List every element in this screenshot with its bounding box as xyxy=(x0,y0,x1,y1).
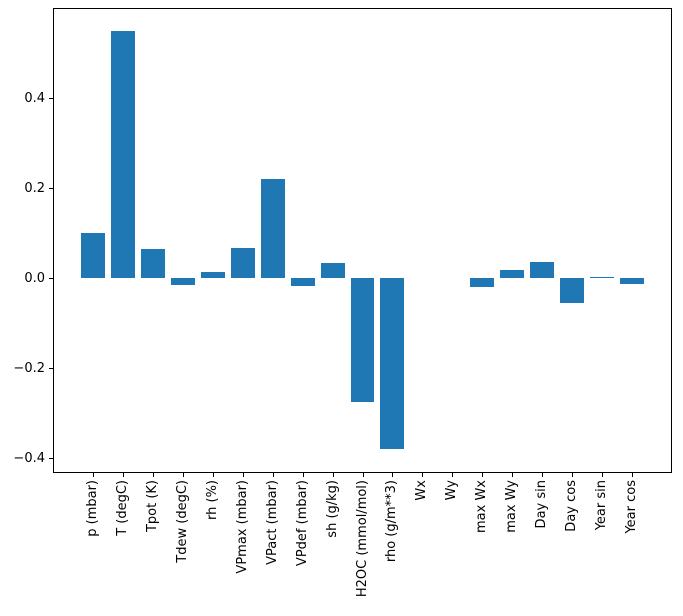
x-tick-mark xyxy=(123,473,125,477)
x-tick-label-vpdef-mbar: VPdef (mbar) xyxy=(294,480,310,567)
x-tick-mark xyxy=(152,473,154,477)
bar-max-wx xyxy=(470,278,495,287)
bar-vpdef-mbar xyxy=(290,278,315,287)
x-tick-mark xyxy=(182,473,184,477)
bar-day-cos xyxy=(560,278,584,303)
y-tick-mark xyxy=(49,278,53,280)
y-tick-label: 0.4 xyxy=(24,90,45,106)
x-tick-label-day-sin: Day sin xyxy=(534,480,550,529)
bar-year-cos xyxy=(619,278,644,285)
bar-rh xyxy=(200,271,225,279)
x-tick-mark xyxy=(392,473,394,477)
y-tick-label: −0.2 xyxy=(13,360,45,376)
bar-vpact-mbar xyxy=(260,179,285,279)
x-tick-mark xyxy=(631,473,633,477)
x-tick-label-wy: Wy xyxy=(444,480,460,501)
bar-h2oc-mmol-mol xyxy=(350,278,375,402)
x-tick-mark xyxy=(572,473,574,477)
x-tick-label-sh-g-kg: sh (g/kg) xyxy=(324,480,340,538)
x-tick-mark xyxy=(422,473,424,477)
bar-vpmax-mbar xyxy=(230,247,255,279)
x-tick-label-h2oc-mmol-mol: H2OC (mmol/mol) xyxy=(354,480,370,598)
y-tick-label: −0.4 xyxy=(13,450,45,466)
bar-sh-g-kg xyxy=(320,262,345,279)
x-tick-label-p-mbar: p (mbar) xyxy=(85,480,101,537)
bar-tpot-k xyxy=(141,249,165,279)
x-tick-label-day-cos: Day cos xyxy=(564,480,580,532)
y-tick-mark xyxy=(49,98,53,100)
x-tick-label-vpmax-mbar: VPmax (mbar) xyxy=(234,480,250,574)
y-tick-label: 0.0 xyxy=(24,270,45,286)
y-tick-mark xyxy=(49,368,53,370)
x-tick-label-rho-g-m-3: rho (g/m**3) xyxy=(384,480,400,563)
bar-t-degc xyxy=(111,30,135,279)
bar-tdew-degc xyxy=(170,278,195,286)
x-tick-mark xyxy=(542,473,544,477)
x-tick-label-tdew-degc: Tdew (degC) xyxy=(174,480,190,563)
x-tick-label-tpot-k: Tpot (K) xyxy=(144,480,160,533)
y-tick-mark xyxy=(49,458,53,460)
bar-year-sin xyxy=(589,276,614,279)
bar-max-wy xyxy=(500,270,525,279)
x-tick-label-max-wx: max Wx xyxy=(474,480,490,534)
x-tick-mark xyxy=(272,473,274,477)
y-tick-mark xyxy=(49,188,53,190)
x-tick-label-rh: rh (%) xyxy=(204,480,220,520)
bar-rho-g-m-3 xyxy=(380,278,405,450)
y-tick-label: 0.2 xyxy=(24,180,45,196)
x-tick-mark xyxy=(601,473,603,477)
x-tick-mark xyxy=(482,473,484,477)
x-tick-label-year-sin: Year sin xyxy=(593,480,609,531)
x-tick-mark xyxy=(93,473,95,477)
bar-day-sin xyxy=(530,262,555,279)
x-tick-mark xyxy=(302,473,304,477)
x-tick-label-vpact-mbar: VPact (mbar) xyxy=(264,480,280,565)
bar-p-mbar xyxy=(81,233,106,279)
plot-area xyxy=(53,8,672,473)
x-tick-mark xyxy=(362,473,364,477)
x-tick-mark xyxy=(512,473,514,477)
x-tick-mark xyxy=(212,473,214,477)
x-tick-mark xyxy=(332,473,334,477)
x-tick-label-t-degc: T (degC) xyxy=(115,480,131,536)
x-tick-label-year-cos: Year cos xyxy=(623,480,639,534)
x-tick-mark xyxy=(452,473,454,477)
x-tick-label-max-wy: max Wy xyxy=(504,480,520,533)
x-tick-label-wx: Wx xyxy=(414,480,430,501)
x-tick-mark xyxy=(242,473,244,477)
